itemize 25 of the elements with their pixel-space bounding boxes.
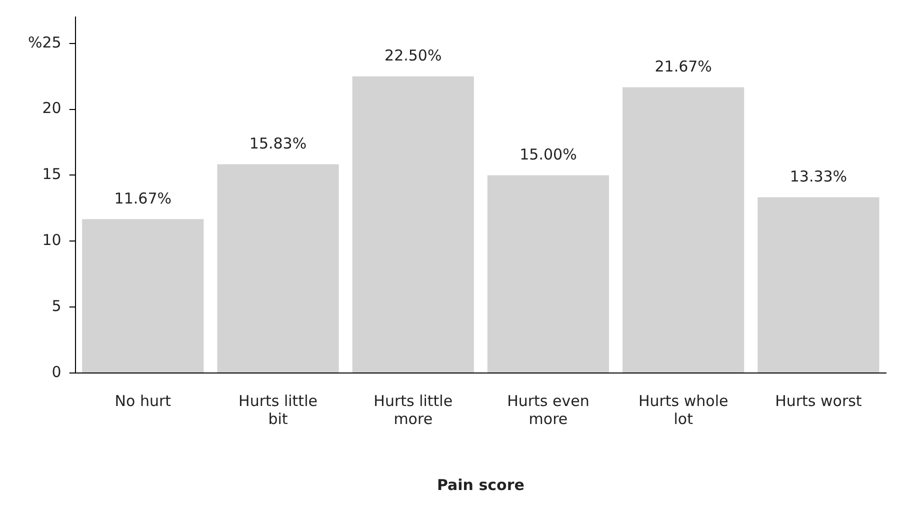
y-tick-label: 5 bbox=[52, 296, 62, 315]
x-tick-label: Hurts whole lot bbox=[638, 392, 728, 428]
x-tick-label: No hurt bbox=[114, 392, 172, 410]
bar bbox=[82, 219, 204, 372]
data-label: 11.67% bbox=[114, 190, 172, 208]
bar bbox=[758, 197, 880, 372]
y-tick-label: 0 bbox=[52, 362, 62, 381]
bar bbox=[352, 76, 474, 372]
data-label: 13.33% bbox=[790, 168, 848, 186]
x-tick-label: Hurts even more bbox=[507, 392, 590, 428]
y-tick-label: %25 bbox=[28, 33, 62, 52]
data-label: 21.67% bbox=[654, 58, 712, 76]
y-tick-label: 10 bbox=[42, 231, 62, 250]
x-tick-label: Hurts little more bbox=[374, 392, 453, 428]
bar bbox=[487, 175, 610, 372]
x-axis-title: Pain score bbox=[436, 476, 524, 494]
bar bbox=[217, 164, 339, 372]
data-label: 22.50% bbox=[384, 46, 442, 65]
x-tick-label: Hurts worst bbox=[775, 392, 862, 410]
y-tick-label: 15 bbox=[42, 165, 62, 184]
y-tick-label: 20 bbox=[42, 99, 62, 118]
data-label: 15.83% bbox=[249, 134, 307, 153]
x-tick-label: Hurts little bit bbox=[238, 392, 318, 428]
data-label: 15.00% bbox=[520, 146, 577, 164]
bar bbox=[622, 87, 744, 372]
